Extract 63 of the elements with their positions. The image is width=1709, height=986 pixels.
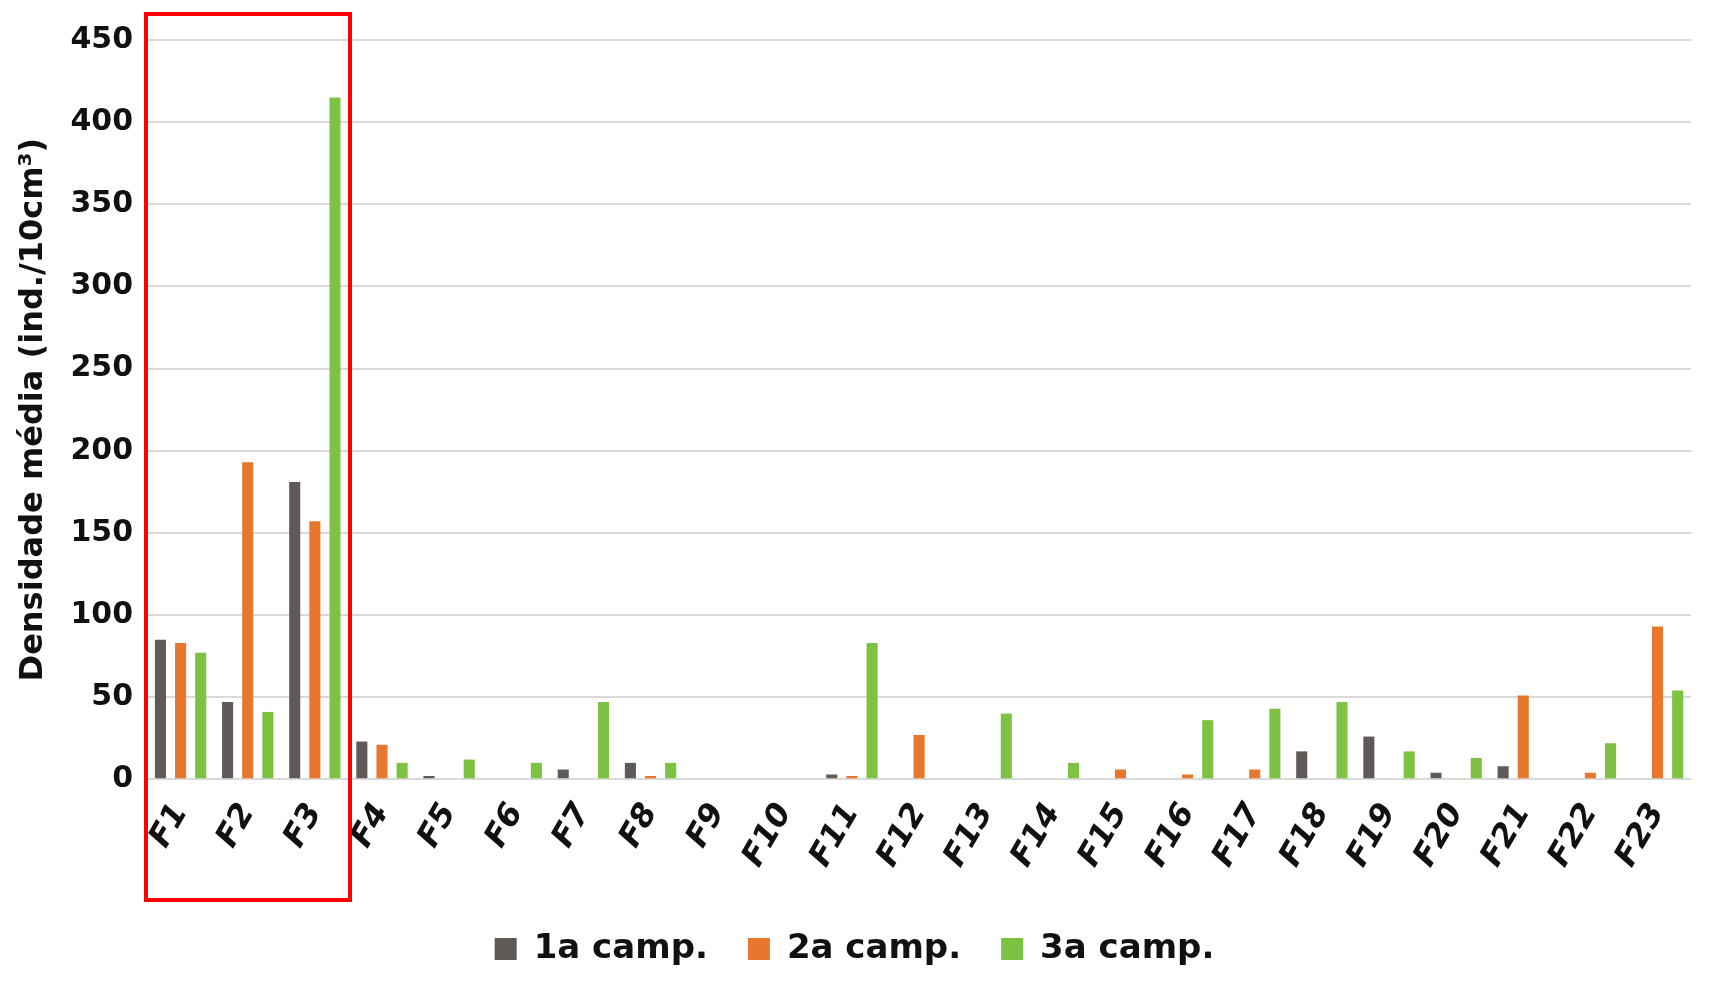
bar <box>826 774 838 779</box>
bar <box>1202 720 1214 779</box>
bar <box>624 762 636 779</box>
bar <box>530 762 542 779</box>
legend-label: 3a camp. <box>1040 925 1215 966</box>
bar <box>1067 762 1079 779</box>
bar <box>423 776 435 779</box>
bar <box>1114 769 1126 779</box>
bar <box>665 762 677 779</box>
y-tick-label: 100 <box>70 594 134 630</box>
bar <box>866 642 878 779</box>
bar <box>913 734 925 779</box>
bar <box>289 481 301 779</box>
bar <box>154 639 166 779</box>
bar <box>1296 751 1308 779</box>
x-tick-label: F5 <box>408 796 464 854</box>
x-tick-label: F7 <box>542 795 598 854</box>
y-tick-label: 0 <box>112 759 134 795</box>
bar <box>396 762 408 779</box>
bar <box>1363 736 1375 779</box>
bar <box>1249 769 1261 779</box>
x-tick-label: F2 <box>206 796 262 854</box>
x-tick-label: F1 <box>139 796 195 854</box>
bar <box>1336 702 1348 779</box>
bar <box>463 759 475 779</box>
bar <box>1672 690 1684 779</box>
x-tick-label: F6 <box>475 796 531 854</box>
y-tick-label: 400 <box>70 101 134 137</box>
x-tick-label: F8 <box>609 796 665 854</box>
y-tick-label: 50 <box>91 676 134 712</box>
bar <box>356 741 368 779</box>
bar <box>1000 713 1012 779</box>
bar <box>1497 766 1509 779</box>
bar <box>1403 751 1415 779</box>
x-tick-label: F9 <box>676 796 732 854</box>
legend-label: 2a camp. <box>786 925 962 966</box>
x-tick-label: F4 <box>341 796 397 854</box>
bar <box>1605 743 1617 779</box>
y-tick-label: 250 <box>70 348 134 384</box>
bar <box>309 521 321 779</box>
x-tick-label: F3 <box>274 796 329 854</box>
y-tick-label: 150 <box>70 512 134 548</box>
bar <box>1269 708 1281 779</box>
bar <box>329 97 341 779</box>
y-tick-label: 200 <box>70 430 134 466</box>
bar <box>222 702 234 779</box>
y-axis-title: Densidade média (ind./10cm³) <box>11 137 50 682</box>
bar <box>242 462 254 779</box>
y-tick-label: 450 <box>70 19 134 55</box>
bar <box>1517 695 1529 779</box>
bar <box>1470 757 1482 779</box>
bar <box>195 652 207 779</box>
bar <box>175 642 187 779</box>
bar <box>1651 626 1664 779</box>
legend-label: 1a camp. <box>533 925 708 966</box>
bar <box>597 702 610 779</box>
y-tick-label: 350 <box>70 184 134 220</box>
bar <box>376 744 388 779</box>
y-tick-label: 300 <box>70 266 134 302</box>
bar <box>1430 772 1442 779</box>
bar <box>1182 774 1194 779</box>
bar <box>262 711 274 779</box>
bar <box>557 769 569 779</box>
